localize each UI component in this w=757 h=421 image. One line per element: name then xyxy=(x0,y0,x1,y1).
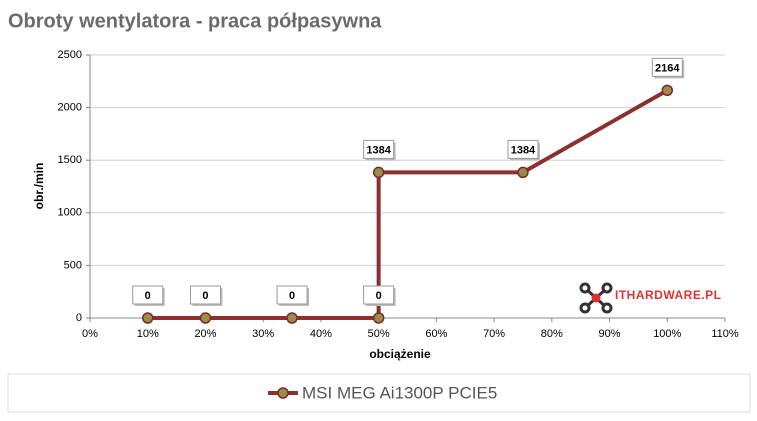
x-tick-label: 20% xyxy=(194,328,216,340)
y-tick-label: 0 xyxy=(76,312,82,324)
y-axis-label: obr./min xyxy=(32,163,46,210)
point-marker xyxy=(286,312,298,324)
x-tick-label: 80% xyxy=(541,328,563,340)
chart-title: Obroty wentylatora - praca półpasywna xyxy=(8,10,382,32)
x-tick-label: 70% xyxy=(483,328,505,340)
x-tick-label: 100% xyxy=(653,328,681,340)
data-label: 0 xyxy=(289,290,295,302)
data-label-box xyxy=(189,285,221,305)
series-line xyxy=(147,88,669,320)
data-label: 2164 xyxy=(655,62,680,74)
x-tick-label: 50% xyxy=(368,328,390,340)
point-marker xyxy=(372,312,385,324)
data-label-box xyxy=(363,285,395,305)
x-tick-label: 90% xyxy=(599,328,621,340)
data-label: 0 xyxy=(202,290,208,302)
x-tick-label: 10% xyxy=(137,328,159,340)
x-tick-label: 0% xyxy=(82,328,98,340)
y-tick-label: 1000 xyxy=(58,207,82,219)
x-tick-label: 60% xyxy=(425,328,447,340)
y-tick-label: 2000 xyxy=(58,102,82,114)
point-marker xyxy=(199,312,212,324)
data-label-box xyxy=(363,139,395,159)
point-marker xyxy=(372,166,385,179)
x-tick-label: 30% xyxy=(252,328,274,340)
data-label-box xyxy=(507,139,539,159)
legend-box xyxy=(7,373,751,413)
watermark-logo xyxy=(579,282,613,314)
data-label-box xyxy=(132,285,164,305)
legend-label: MSI MEG Ai1300P PCIE5 xyxy=(302,383,497,402)
y-tick-label: 500 xyxy=(64,259,82,271)
point-marker xyxy=(517,166,529,179)
data-label-box xyxy=(651,57,683,77)
data-label: 1384 xyxy=(511,144,536,156)
legend-marker xyxy=(277,387,289,399)
data-label: 0 xyxy=(145,290,151,302)
x-axis-label: obciążenie xyxy=(369,347,431,361)
data-label: 1384 xyxy=(366,144,391,156)
y-tick-label: 2500 xyxy=(58,49,82,61)
y-tick-label: 1500 xyxy=(58,154,82,166)
x-tick-label: 110% xyxy=(711,328,739,340)
data-label: 0 xyxy=(376,290,382,302)
point-marker xyxy=(141,312,154,324)
x-tick-label: 40% xyxy=(310,328,332,340)
watermark: ITHARDWARE.PL xyxy=(615,288,722,302)
data-label-box xyxy=(276,285,308,305)
point-marker xyxy=(661,84,674,97)
